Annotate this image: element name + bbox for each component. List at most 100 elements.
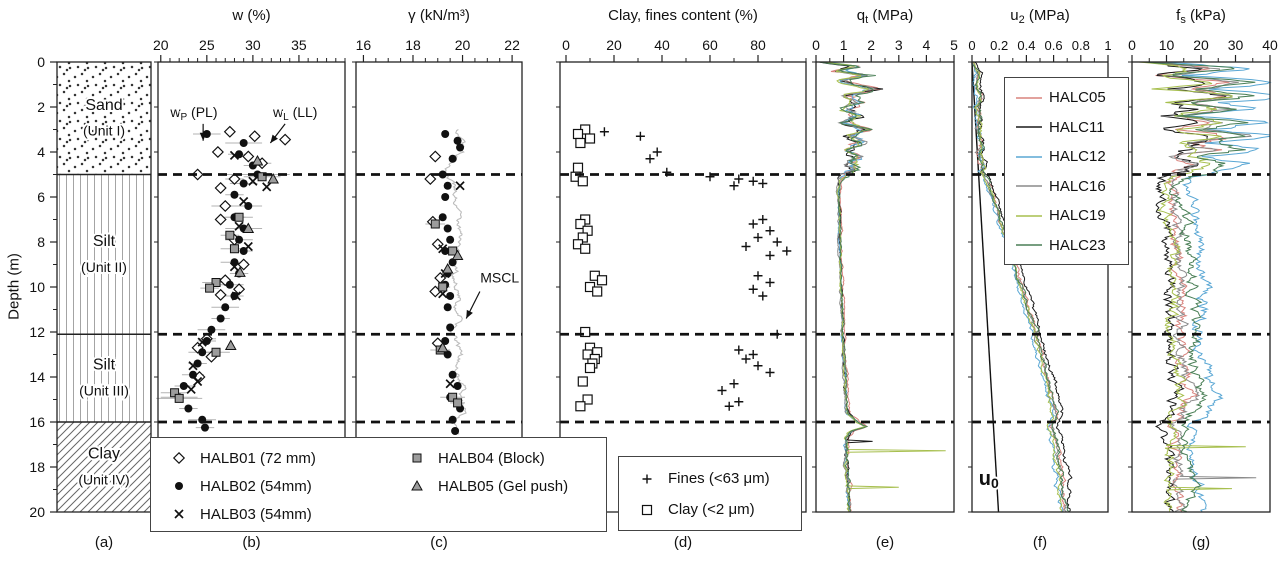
- svg-text:0: 0: [968, 38, 975, 53]
- svg-text:u0: u0: [979, 468, 999, 491]
- cpt-trace-HALC12: [1154, 61, 1272, 512]
- svg-text:18: 18: [405, 37, 421, 53]
- svg-text:(d): (d): [674, 534, 692, 551]
- svg-text:(f): (f): [1033, 534, 1047, 551]
- cpt-trace-HALC12: [971, 62, 1064, 512]
- legend-item: Fines (<63 μm): [635, 463, 801, 494]
- svg-text:Clay, fines content (%): Clay, fines content (%): [608, 7, 758, 24]
- legend-item-label: HALC19: [1049, 207, 1106, 225]
- svg-text:2: 2: [867, 37, 875, 53]
- legend-item-label: HALB03 (54mm): [200, 505, 312, 523]
- svg-text:40: 40: [654, 37, 670, 53]
- svg-text:18: 18: [29, 459, 45, 475]
- legend-item-label: HALC05: [1049, 89, 1106, 107]
- svg-text:2: 2: [37, 99, 45, 115]
- svg-text:(g): (g): [1192, 534, 1210, 551]
- svg-text:25: 25: [199, 37, 215, 53]
- cpt-trace-HALC23: [971, 62, 1070, 512]
- svg-text:0.4: 0.4: [1017, 38, 1035, 53]
- svg-text:(e): (e): [876, 534, 894, 551]
- svg-text:3: 3: [895, 37, 903, 53]
- svg-text:10: 10: [1159, 37, 1175, 53]
- legend-item-label: HALC11: [1049, 118, 1105, 136]
- svg-text:1: 1: [840, 37, 848, 53]
- svg-text:Silt: Silt: [93, 233, 116, 250]
- legend-item: HALC23: [1014, 231, 1128, 261]
- svg-text:6: 6: [37, 189, 45, 205]
- svg-text:22: 22: [504, 37, 520, 53]
- legend-item: HALB05 (Gel push): [405, 472, 606, 500]
- cpt-trace-HALC11: [1143, 61, 1227, 512]
- svg-text:wP (PL): wP (PL): [169, 104, 217, 123]
- cpt-trace-HALC19: [825, 61, 946, 512]
- svg-text:20: 20: [1193, 37, 1209, 53]
- svg-text:(Unit I): (Unit I): [83, 123, 125, 139]
- line-swatch-icon: [1016, 214, 1042, 217]
- svg-text:20: 20: [29, 504, 45, 520]
- svg-text:20: 20: [606, 37, 622, 53]
- legend-samplers: HALB01 (72 mm) HALB02 (54mm) HALB03 (54mm)…: [150, 437, 607, 532]
- line-swatch-icon: [1016, 155, 1042, 158]
- circle-filled-icon: [175, 482, 183, 490]
- svg-text:Silt: Silt: [93, 357, 116, 374]
- svg-text:12: 12: [29, 324, 45, 340]
- svg-text:20: 20: [455, 37, 471, 53]
- legend-item-label: Fines (<63 μm): [668, 470, 770, 487]
- svg-text:0: 0: [562, 37, 570, 53]
- legend-item: HALB01 (72 mm): [167, 444, 405, 472]
- svg-text:γ (kN/m³): γ (kN/m³): [408, 7, 470, 24]
- svg-text:60: 60: [702, 37, 718, 53]
- svg-text:(Unit II): (Unit II): [81, 259, 127, 275]
- legend-item-label: HALC23: [1049, 236, 1106, 254]
- line-swatch-icon: [1016, 244, 1042, 247]
- svg-text:fs (kPa): fs (kPa): [1176, 7, 1226, 26]
- svg-text:16: 16: [356, 37, 372, 53]
- svg-text:16: 16: [29, 414, 45, 430]
- svg-text:0: 0: [1128, 37, 1136, 53]
- svg-text:80: 80: [750, 37, 766, 53]
- svg-text:4: 4: [37, 144, 45, 160]
- cpt-trace-HALC19: [972, 61, 1063, 512]
- cpt-trace-HALC23: [1143, 61, 1256, 512]
- legend-item: HALC16: [1014, 172, 1128, 202]
- svg-text:0.8: 0.8: [1072, 38, 1090, 53]
- legend-item-label: HALB01 (72 mm): [200, 449, 316, 467]
- legend-grainsize: Fines (<63 μm) Clay (<2 μm): [618, 456, 802, 531]
- svg-text:(b): (b): [242, 534, 260, 551]
- plus-icon: [642, 474, 652, 483]
- legend-item: HALB04 (Block): [405, 444, 606, 472]
- legend-item-label: HALB04 (Block): [438, 449, 545, 467]
- svg-text:MSCL: MSCL: [480, 270, 519, 286]
- legend-item-label: HALB02 (54mm): [200, 477, 312, 495]
- svg-text:wL (LL): wL (LL): [272, 104, 317, 123]
- svg-text:14: 14: [29, 369, 45, 385]
- svg-text:(Unit III): (Unit III): [79, 383, 129, 399]
- cpt-trace-HALC23: [819, 61, 876, 512]
- svg-text:(a): (a): [95, 534, 113, 551]
- cpt-trace-HALC05: [1151, 61, 1230, 512]
- svg-text:30: 30: [1228, 37, 1244, 53]
- x-icon: [174, 509, 184, 519]
- svg-text:u2 (MPa): u2 (MPa): [1010, 7, 1069, 26]
- legend-item: HALC05: [1014, 83, 1128, 113]
- panel-e: 0 1 2 3 4 5 qt (MPa) (e): [812, 7, 958, 551]
- svg-text:40: 40: [1262, 37, 1278, 53]
- svg-text:35: 35: [291, 37, 307, 53]
- line-swatch-icon: [1016, 126, 1042, 129]
- diamond-open-icon: [172, 451, 186, 465]
- svg-text:0.2: 0.2: [990, 38, 1008, 53]
- legend-item-label: HALB05 (Gel push): [438, 477, 569, 495]
- svg-text:Sand: Sand: [85, 97, 122, 114]
- svg-text:30: 30: [245, 37, 261, 53]
- svg-text:qt (MPa): qt (MPa): [857, 7, 913, 26]
- svg-text:5: 5: [950, 37, 958, 53]
- panel-g: 0 10 20 30 40 fs (kPa) (g): [1128, 7, 1278, 551]
- svg-text:4: 4: [923, 37, 931, 53]
- legend-item-label: HALC16: [1049, 177, 1106, 195]
- svg-text:0: 0: [812, 37, 820, 53]
- svg-text:8: 8: [37, 234, 45, 250]
- square-gray-icon: [412, 453, 422, 463]
- cpt-trace-HALC19: [1138, 61, 1246, 512]
- svg-text:Clay: Clay: [88, 446, 120, 463]
